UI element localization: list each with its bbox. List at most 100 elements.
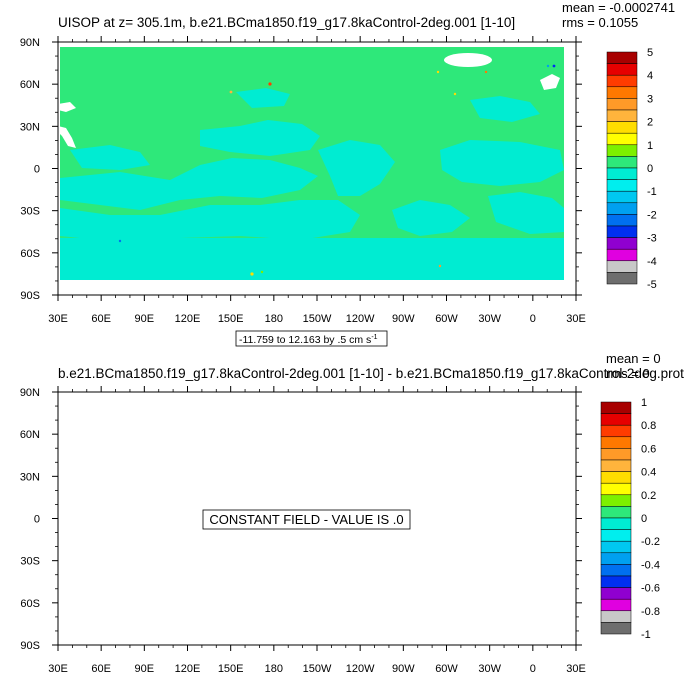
colorbar-label: 2 bbox=[647, 117, 653, 129]
panel-top-map: 30E 60E 90E 120E 150E 180 150W 120W 90W 60W 30W 0 30… bbox=[20, 36, 586, 325]
x-tick-label: 0 bbox=[530, 663, 536, 675]
x-tick-label: 30W bbox=[478, 663, 501, 675]
colorbar-swatch bbox=[606, 272, 638, 285]
colorbar-swatch bbox=[600, 494, 632, 507]
y-axis-ticks: 90N 60N 30N 0 30S 60S 90S bbox=[20, 387, 582, 652]
colorbar-swatch bbox=[600, 575, 632, 588]
y-tick-label: 60S bbox=[20, 248, 40, 260]
colorbar-swatch bbox=[600, 436, 632, 449]
colorbar-swatch bbox=[600, 517, 632, 530]
info-box-main: -11.759 to 12.163 by .5 cm s bbox=[239, 334, 371, 346]
info-box-text: -11.759 to 12.163 by .5 cm s-1 bbox=[239, 334, 378, 346]
constant-field-message: CONSTANT FIELD - VALUE IS .0 bbox=[209, 512, 403, 527]
y-tick-label: 30N bbox=[20, 471, 40, 483]
colorbar-label: -2 bbox=[647, 209, 657, 221]
colorbar-label: -0.6 bbox=[641, 583, 660, 595]
x-axis-ticks: 30E 60E 90E 120E 150E 180 150W 120W 90W 60W 30W 0 30… bbox=[48, 386, 586, 675]
x-tick-label: 150E bbox=[218, 663, 244, 675]
x-tick-label: 120E bbox=[175, 313, 201, 325]
x-tick-label: 180 bbox=[265, 663, 283, 675]
x-tick-label: 30E bbox=[566, 663, 586, 675]
x-tick-label: 120W bbox=[346, 313, 375, 325]
colorbar-swatch bbox=[600, 564, 632, 577]
colorbar-label: 5 bbox=[647, 47, 653, 59]
y-tick-label: 60S bbox=[20, 598, 40, 610]
colorbar-label: 0.4 bbox=[641, 467, 656, 479]
colorbar-swatch bbox=[600, 506, 632, 519]
colorbar-label: -3 bbox=[647, 233, 657, 245]
colorbar-label: 0.6 bbox=[641, 443, 656, 455]
colorbar-swatch bbox=[606, 74, 638, 88]
y-tick-label: 0 bbox=[34, 164, 40, 176]
x-tick-label: 30E bbox=[48, 663, 68, 675]
negative-value-regions bbox=[60, 88, 564, 280]
land-mask bbox=[58, 44, 564, 148]
colorbar-swatch bbox=[606, 190, 638, 204]
colorbar-swatch bbox=[606, 132, 638, 146]
contour-info-box: -11.759 to 12.163 by .5 cm s-1 bbox=[235, 330, 388, 347]
y-tick-label: 30N bbox=[20, 121, 40, 133]
colorbar-swatch bbox=[600, 448, 632, 461]
x-tick-label: 60E bbox=[91, 663, 111, 675]
y-tick-label: 30S bbox=[20, 556, 40, 568]
colorbar-swatch bbox=[606, 86, 638, 99]
x-tick-label: 30E bbox=[48, 313, 68, 325]
colorbar-swatch bbox=[600, 413, 632, 426]
colorbar-label: 4 bbox=[647, 70, 653, 82]
info-box-frame bbox=[235, 330, 388, 347]
uisop-field bbox=[58, 44, 564, 280]
panel-bottom-rms: rms = 0 bbox=[606, 366, 650, 381]
y-tick-label: 90S bbox=[20, 640, 40, 652]
panel-bottom-colorbar: 1 0.8 0.6 0.4 0.2 0 -0.2 -0.4 -0.6 -0.8 -1 bbox=[600, 397, 660, 641]
constant-field-box bbox=[202, 509, 411, 530]
extreme-value-speckles bbox=[118, 64, 556, 276]
y-tick-label: 60N bbox=[20, 429, 40, 441]
x-tick-label: 90E bbox=[135, 663, 155, 675]
colorbar-swatch bbox=[600, 610, 632, 623]
colorbar-swatch bbox=[606, 225, 638, 238]
x-tick-label: 150E bbox=[218, 313, 244, 325]
colorbar-label: 0.2 bbox=[641, 490, 656, 502]
colorbar-swatch bbox=[606, 156, 638, 169]
colorbar-swatch bbox=[600, 587, 632, 600]
x-tick-label: 60W bbox=[435, 313, 458, 325]
colorbar-label: 3 bbox=[647, 93, 653, 105]
colorbar-swatch bbox=[600, 598, 632, 612]
colorbar-swatch bbox=[600, 622, 632, 635]
colorbar-swatch bbox=[606, 63, 638, 76]
x-tick-label: 90W bbox=[392, 663, 415, 675]
x-axis-ticks: 30E 60E 90E 120E 150E 180 150W 120W 90W 60W 30W 0 30… bbox=[48, 36, 586, 325]
colorbar-swatch bbox=[600, 482, 632, 496]
colorbar-label: 0 bbox=[641, 513, 647, 525]
x-tick-label: 90W bbox=[392, 313, 415, 325]
colorbar-label: 0.8 bbox=[641, 420, 656, 432]
colorbar-label: 1 bbox=[647, 140, 653, 152]
colorbar-label: -0.4 bbox=[641, 559, 660, 571]
colorbar-swatch bbox=[600, 424, 632, 438]
colorbar-label: -0.2 bbox=[641, 536, 660, 548]
colorbar-swatch bbox=[606, 144, 638, 157]
colorbar-swatch bbox=[600, 459, 632, 472]
x-tick-label: 150W bbox=[303, 313, 332, 325]
colorbar-swatch bbox=[606, 248, 638, 262]
colorbar-swatch bbox=[600, 471, 632, 484]
panel-bottom-title: b.e21.BCma1850.f19_g17.8kaControl-2deg.0… bbox=[58, 366, 684, 381]
colorbar-label: 1 bbox=[641, 397, 647, 409]
colorbar-swatch bbox=[600, 401, 632, 414]
x-tick-label: 60E bbox=[91, 313, 111, 325]
y-tick-label: 0 bbox=[34, 514, 40, 526]
x-tick-label: 120W bbox=[346, 663, 375, 675]
x-tick-label: 30W bbox=[478, 313, 501, 325]
colorbar-label: -1 bbox=[641, 629, 651, 641]
y-axis-ticks: 90N 60N 30N 0 30S 60S 90S bbox=[20, 37, 582, 302]
colorbar-label: -4 bbox=[647, 256, 657, 268]
x-tick-label: 0 bbox=[530, 313, 536, 325]
colorbar-swatch bbox=[600, 529, 632, 542]
y-tick-label: 30S bbox=[20, 206, 40, 218]
panel-top-mean: mean = -0.0002741 bbox=[562, 0, 675, 15]
x-tick-label: 30E bbox=[566, 313, 586, 325]
x-tick-label: 180 bbox=[265, 313, 283, 325]
colorbar-swatch bbox=[606, 260, 638, 273]
y-tick-label: 90S bbox=[20, 290, 40, 302]
